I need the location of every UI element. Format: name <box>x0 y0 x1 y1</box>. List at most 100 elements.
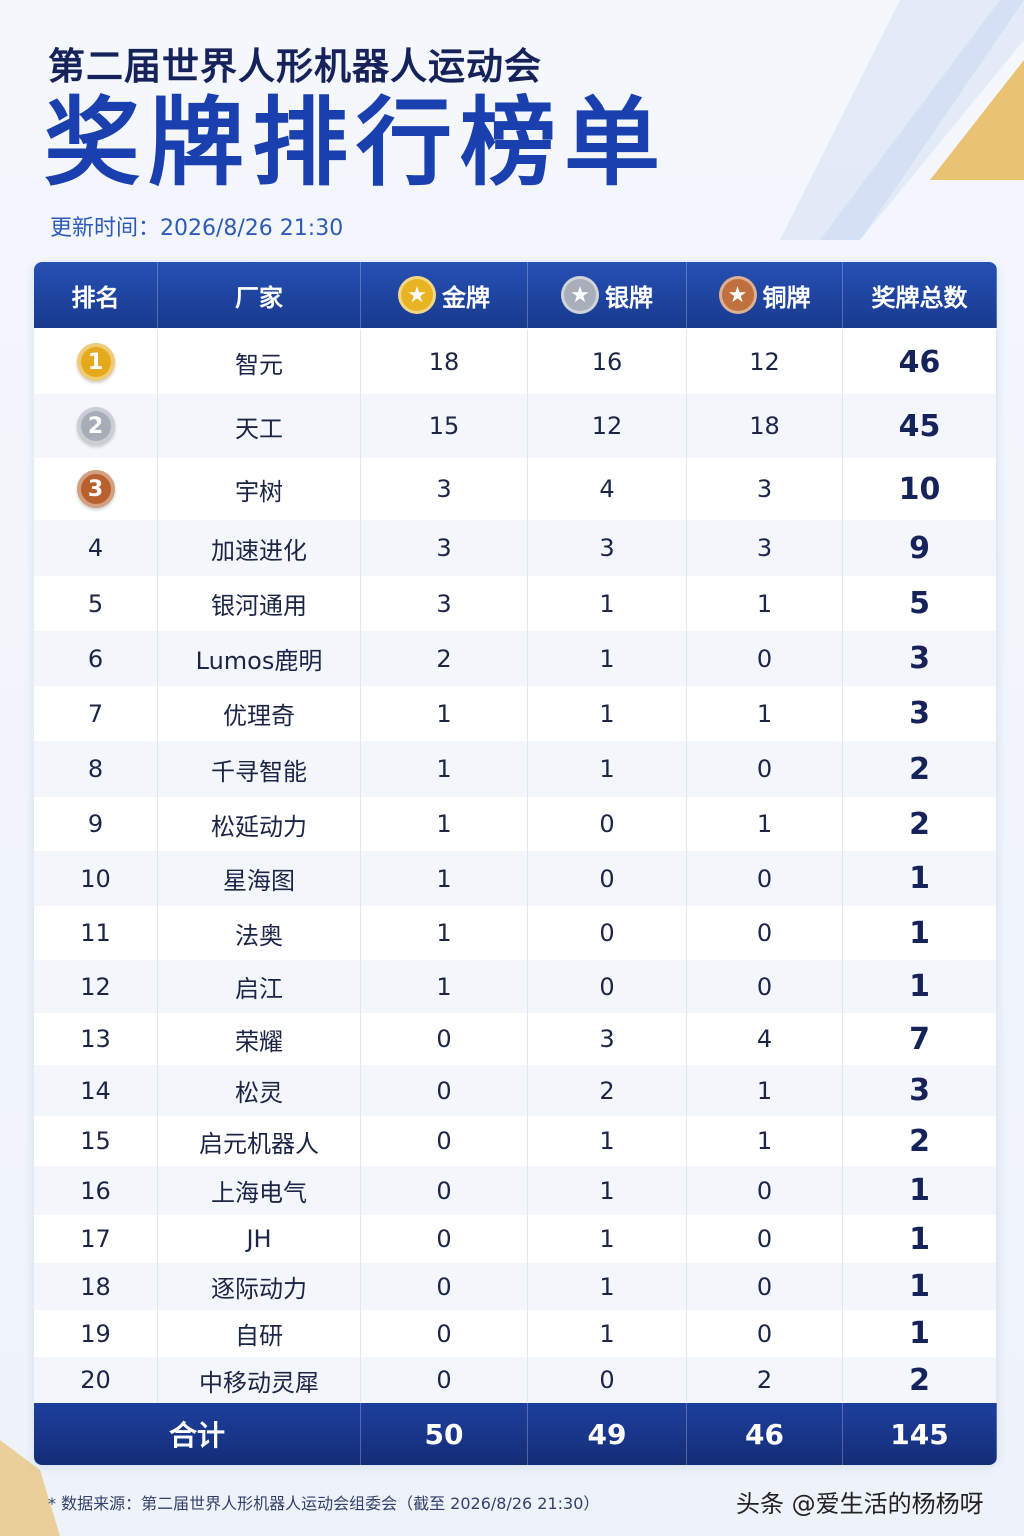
cell-text: 1 <box>599 755 615 783</box>
row-bg <box>34 851 997 906</box>
table-cell: 2 <box>843 797 997 851</box>
cell-text: 2 <box>909 806 930 842</box>
rank-cell: 4 <box>34 520 158 576</box>
cell-text: 1 <box>436 972 452 1001</box>
total-bg <box>34 1403 997 1465</box>
rank-cell: 18 <box>34 1263 158 1310</box>
row-bg <box>34 330 997 394</box>
cell-text: 18 <box>749 412 780 440</box>
cell-text: 3 <box>599 1025 615 1053</box>
cell-text: 1 <box>756 810 773 838</box>
cell-text: 3 <box>436 475 452 503</box>
cell-text: 15 <box>428 412 460 440</box>
rank: 13 <box>80 1025 111 1053</box>
cell-text: 0 <box>436 1272 452 1301</box>
table-cell: 星海图 <box>158 851 361 906</box>
cell-text: 3 <box>756 475 773 503</box>
table-cell: 3 <box>843 686 997 741</box>
cell-text: 自研 <box>235 1322 283 1350</box>
header-bg <box>34 262 997 328</box>
cell-text: 0 <box>436 1025 452 1053</box>
rank-cell: 1 <box>34 330 158 394</box>
cell-text: 千寻智能 <box>211 757 307 786</box>
column-header: ★ 铜牌 <box>687 262 843 328</box>
cell-text: 45 <box>898 408 941 444</box>
cell-text: 0 <box>756 919 773 947</box>
cell-text: 智元 <box>235 350 283 379</box>
table-cell: 0 <box>361 1357 528 1403</box>
cell-text: 加速进化 <box>211 536 307 565</box>
cell-text: 法奥 <box>235 921 283 950</box>
row-bg <box>34 1013 997 1065</box>
cell-text: 1 <box>909 1269 930 1304</box>
cell-text: 启江 <box>235 975 283 1003</box>
table-cell: 天工 <box>158 394 361 458</box>
cell-text: 3 <box>436 589 452 618</box>
table-cell: 1 <box>687 686 843 741</box>
cell-text: 1 <box>756 1127 773 1155</box>
cell-text: 0 <box>436 1319 452 1348</box>
table-cell: 1 <box>687 1065 843 1116</box>
cell-text: 3 <box>909 1073 930 1108</box>
cell-text: 12 <box>591 412 623 440</box>
cell-text: 0 <box>436 1366 452 1394</box>
cell-text: 1 <box>436 699 452 728</box>
table-cell: 2 <box>843 741 997 797</box>
table-cell: 16 <box>528 330 687 394</box>
cell-text: 逐际动力 <box>211 1275 307 1303</box>
table-cell: 46 <box>843 330 997 394</box>
cell-text: 1 <box>909 861 930 896</box>
rank-cell: 15 <box>34 1116 158 1166</box>
row-bg <box>34 1263 997 1310</box>
table-cell: 3 <box>361 520 528 576</box>
rank: 19 <box>80 1319 111 1348</box>
table-cell: 优理奇 <box>158 686 361 741</box>
column-title: 奖牌总数 <box>871 283 968 312</box>
table-cell: 启江 <box>158 960 361 1013</box>
cell-text: 上海电气 <box>211 1179 307 1207</box>
cell-text: 1 <box>599 1319 615 1348</box>
cell-text: 启元机器人 <box>199 1129 319 1158</box>
column-header: 奖牌总数 <box>843 262 997 328</box>
cell-text: 0 <box>599 864 615 893</box>
rank-cell: 19 <box>34 1310 158 1357</box>
cell-text: 0 <box>599 919 615 947</box>
cell-text: 松延动力 <box>211 812 307 841</box>
table-cell: 4 <box>528 458 687 520</box>
table-cell: 1 <box>361 797 528 851</box>
cell-text: 2 <box>909 751 930 787</box>
table-cell: 0 <box>687 1215 843 1263</box>
column-title: 厂家 <box>235 283 283 312</box>
cell-text: 1 <box>436 755 452 783</box>
table-cell: 加速进化 <box>158 520 361 576</box>
rank: 10 <box>80 864 111 893</box>
table-cell: 1 <box>528 1263 687 1310</box>
table-cell: 1 <box>361 960 528 1013</box>
table-cell: 1 <box>361 741 528 797</box>
cell-text: 1 <box>436 919 452 947</box>
table-cell: 0 <box>528 906 687 960</box>
source-note: * 数据来源：第二届世界人形机器人运动会组委会（截至 2026/8/26 21:… <box>48 1494 600 1513</box>
table-cell: 1 <box>843 1215 997 1263</box>
row-bg <box>34 458 997 520</box>
cell-text: 2 <box>909 1362 930 1398</box>
table-cell: 逐际动力 <box>158 1263 361 1310</box>
cell-text: 0 <box>756 1272 773 1301</box>
cell-text: 1 <box>436 810 452 838</box>
cell-text: 1 <box>909 1221 930 1257</box>
column-header: ★ 金牌 <box>361 262 528 328</box>
cell-text: 4 <box>756 1025 773 1053</box>
table-cell: 宇树 <box>158 458 361 520</box>
table-cell: 1 <box>528 1310 687 1357</box>
rank-cell: 11 <box>34 906 158 960</box>
column-title: 银牌 <box>605 283 653 312</box>
table-cell: 5 <box>843 576 997 631</box>
table-cell: 1 <box>361 686 528 741</box>
rank: 6 <box>87 644 104 673</box>
rank: 18 <box>80 1272 111 1301</box>
cell-text: 0 <box>436 1076 452 1105</box>
table-cell: 3 <box>528 520 687 576</box>
cell-text: 3 <box>436 534 452 562</box>
table-cell: 1 <box>528 1116 687 1166</box>
